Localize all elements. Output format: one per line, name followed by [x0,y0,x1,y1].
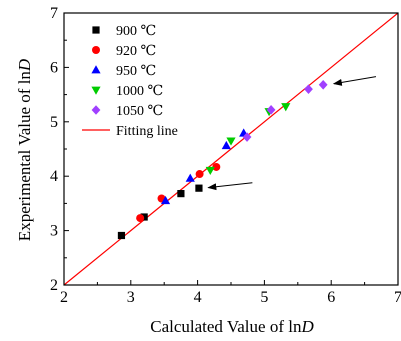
annotation-arrow-2 [207,182,253,191]
x-tick-label-3: 4 [194,289,202,306]
legend-label-3: 950 ℃ [116,64,156,79]
data-point-series-4-1 [205,166,215,176]
y-tick-label-6: 7 [50,5,58,22]
data-point-series-5-4 [318,80,328,90]
y-tick-label-5: 6 [50,59,58,76]
x-tick-label-4: 5 [260,289,268,306]
data-point-series-3-1 [160,195,171,205]
data-point-series-1-4 [195,184,203,192]
data-point-series-2-3 [195,170,204,179]
data-point-series-4-2 [226,137,236,146]
axes: 22 3 3 4 4 5 5 6 6 7 7 [50,5,401,306]
legend-label-2: 920 ℃ [116,44,156,59]
legend-marker-4 [91,86,101,95]
y-tick-label-1: 2 [50,277,58,294]
y-tick-label-2: 3 [50,223,58,240]
x-tick-label-5: 6 [327,289,335,306]
legend-label-fitting-line: Fitting line [116,124,178,139]
data-point-series-1-3 [177,190,185,198]
legend-marker-3 [91,65,101,74]
data-point-series-2-1 [136,214,145,223]
annotation-arrow-1 [332,76,377,86]
data-point-series-2-4 [212,162,221,171]
data-point-series-1-2 [140,213,148,221]
legend-label-5: 1050 ℃ [116,104,163,119]
x-tick-label-6: 7 [394,289,401,306]
y-tick-label-3: 4 [50,168,58,185]
legend: 900 ℃ 920 ℃ 950 ℃ 1000 ℃ 1050 ℃ Fitting line [82,24,178,139]
data-point-series-4-4 [281,103,291,112]
plot-area [63,12,399,286]
data-point-series-1-1 [117,231,126,240]
x-tick-label-2: 3 [127,289,135,306]
y-axis-label: Experimental Value of lnD [15,58,34,241]
fitting-line [63,12,399,286]
legend-marker-2 [92,46,100,54]
legend-marker-1 [92,26,100,34]
data-point-series-5-3 [304,84,313,94]
x-axis-label: Calculated Value of lnD [150,317,314,336]
legend-label-1: 900 ℃ [116,24,156,39]
data-point-series-5-2 [266,105,276,115]
data-point-series-5-1 [242,132,252,142]
y-tick-label-4: 5 [50,114,58,131]
legend-label-4: 1000 ℃ [116,84,163,99]
data-point-series-3-3 [221,140,231,150]
legend-marker-5 [91,105,101,115]
data-point-series-3-2 [185,173,195,182]
x-tick-label-1: 2 [60,289,68,306]
